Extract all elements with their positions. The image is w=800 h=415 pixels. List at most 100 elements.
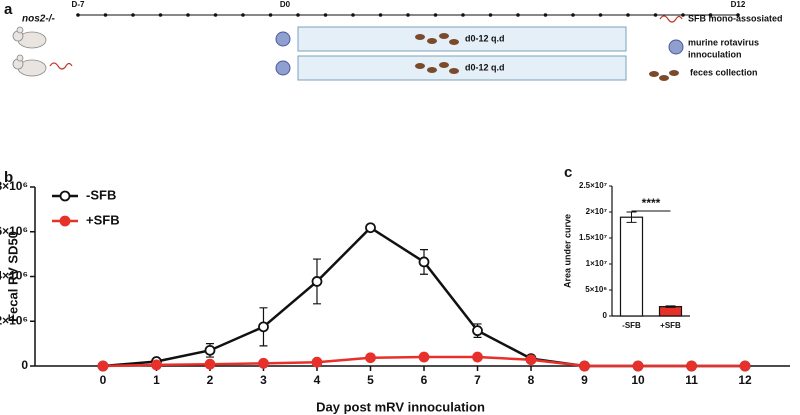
timeline-dot	[76, 13, 80, 17]
timeline-label: D-7	[72, 0, 85, 9]
x-tick-label: -SFB	[622, 321, 641, 330]
y-tick-label: 2×10⁶	[0, 313, 28, 327]
panel-letter: a	[4, 1, 13, 18]
timeline-dot	[378, 13, 383, 17]
x-tick-label: 3	[260, 373, 267, 387]
y-tick-label: 5×10⁶	[585, 285, 607, 294]
legend-label: innoculation	[688, 49, 742, 59]
timeline-dot	[461, 13, 465, 17]
mouse-icon	[12, 26, 47, 77]
x-tick-label: 4	[314, 373, 321, 387]
x-tick-label: 9	[581, 373, 588, 387]
x-tick-label: 11	[685, 373, 698, 387]
panel-a: a nos2-/- D-7 D0 D12 d0-12 q.d d0-12 q.d…	[4, 0, 783, 81]
y-tick-label: 2.5×10⁷	[579, 181, 607, 190]
data-point	[311, 356, 323, 368]
y-tick-label: 6×10⁶	[0, 224, 28, 238]
timeline-dot	[433, 13, 438, 17]
legend-marker	[59, 190, 71, 202]
error-bar	[626, 211, 637, 223]
timeline-dot	[268, 13, 273, 17]
legend-marker	[59, 215, 71, 227]
x-tick-label: 1	[153, 373, 160, 387]
timeline-dot	[241, 13, 245, 17]
data-point	[258, 321, 269, 333]
y-tick-label: 0	[603, 311, 608, 320]
bar	[658, 306, 683, 317]
timeline-dot	[516, 13, 520, 17]
timeline-dot	[543, 13, 548, 17]
data-point	[525, 354, 537, 366]
x-tick-label: 12	[738, 373, 752, 387]
timeline-label: D12	[731, 0, 746, 9]
y-axis-label: Fecal RV SD50	[5, 231, 20, 322]
treatment-label: d0-12 q.d	[465, 33, 505, 43]
timeline-dot	[351, 13, 355, 17]
timeline-dot	[653, 13, 658, 17]
timeline-dot	[736, 13, 740, 17]
legend-label: murine rotavirus	[688, 37, 759, 47]
data-point	[739, 360, 751, 372]
x-tick-label: 0	[100, 373, 107, 387]
timeline-dot	[488, 13, 493, 17]
sfb-icon	[659, 15, 683, 23]
data-point	[365, 352, 376, 364]
timeline-dot	[598, 13, 603, 17]
treatment-box	[297, 55, 627, 81]
timeline-dot	[681, 13, 685, 17]
x-tick-label: 6	[421, 373, 428, 387]
y-tick-label: 0	[21, 358, 28, 372]
y-axis-label: Area under curve	[562, 214, 572, 288]
x-tick-label: +SFB	[660, 321, 681, 330]
x-tick-label: 5	[367, 373, 374, 387]
data-point	[418, 351, 430, 363]
y-tick-label: 8×10⁶	[0, 179, 28, 193]
significance-label: ****	[642, 196, 661, 210]
data-point	[204, 344, 216, 356]
timeline-dot	[323, 13, 328, 17]
legend-label: +SFB	[86, 212, 120, 227]
error-bar	[665, 305, 676, 308]
data-point	[365, 222, 376, 234]
timeline-dot	[103, 13, 108, 17]
treatment-box	[297, 26, 627, 52]
y-tick-label: 1.5×10⁷	[579, 233, 607, 242]
y-tick-label: 2×10⁷	[586, 207, 607, 216]
timeline-dot	[626, 13, 630, 17]
timeline-dot	[708, 13, 713, 17]
data-point	[97, 360, 109, 372]
data-point	[632, 360, 644, 372]
timeline-dot	[186, 13, 190, 17]
data-point	[204, 358, 216, 370]
x-tick-label: 7	[474, 373, 481, 387]
legend-label: SFB mono-assosiated	[688, 13, 783, 23]
x-tick-label: 10	[631, 373, 645, 387]
x-tick-label: 8	[528, 373, 535, 387]
series-line	[102, 226, 746, 368]
timeline-label: D0	[280, 0, 291, 9]
timeline-dot	[213, 13, 218, 17]
legend-label: feces collection	[690, 67, 758, 77]
timeline-dot	[131, 13, 135, 17]
sfb-icon	[49, 62, 73, 70]
x-axis-label: Day post mRV innoculation	[316, 399, 485, 414]
legend-label: -SFB	[86, 187, 116, 202]
data-point	[258, 357, 269, 369]
data-point	[418, 256, 430, 268]
feces-icon	[415, 33, 679, 81]
timeline-dot	[296, 13, 300, 17]
data-point	[579, 360, 590, 372]
timeline-dot	[571, 13, 575, 17]
timeline-dot	[158, 13, 163, 17]
bar	[619, 216, 644, 317]
panel-letter: b	[4, 169, 13, 186]
virus-icon	[275, 31, 684, 76]
y-tick-label: 1×10⁷	[586, 259, 607, 268]
data-point	[151, 359, 162, 371]
strain-label: nos2-/-	[22, 14, 55, 25]
data-point	[686, 360, 697, 372]
data-point	[472, 351, 483, 363]
x-tick-label: 2	[207, 373, 214, 387]
timeline-dot	[406, 13, 410, 17]
